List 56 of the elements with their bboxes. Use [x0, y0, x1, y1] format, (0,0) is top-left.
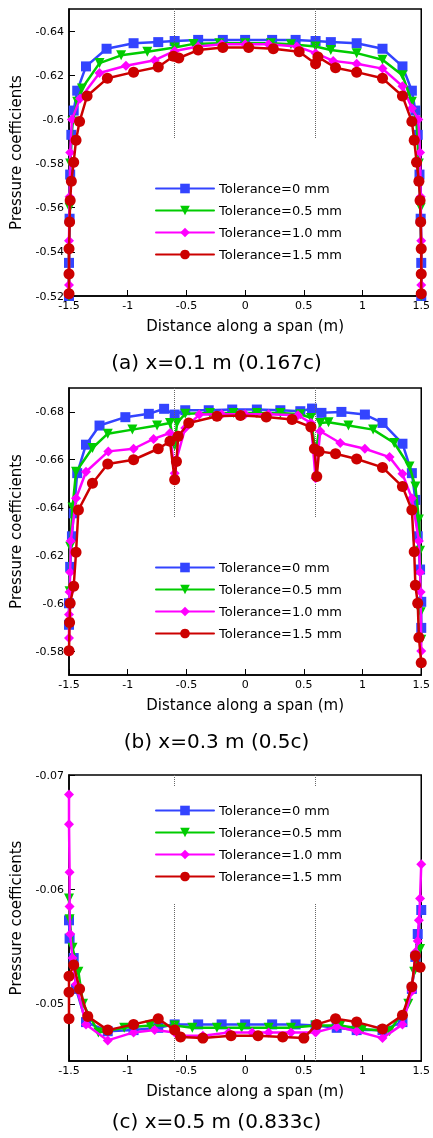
y-tick-label: -0.58: [35, 644, 64, 658]
y-axis-title: Pressure coefficients: [6, 840, 25, 996]
y-axis-title: Pressure coefficients: [6, 453, 25, 609]
x-tick-label: 1.5: [412, 1064, 430, 1077]
x-tick-label: 0.5: [295, 1064, 313, 1077]
x-tick-label: 0.5: [295, 678, 313, 691]
x-tick-label: -1.5: [58, 678, 80, 691]
x-axis-title: Distance along a span (m): [146, 1081, 345, 1100]
x-axis-title: Distance along a span (m): [146, 695, 345, 714]
legend-label: Tolerance=1.5 mm: [218, 247, 343, 262]
legend-label: Tolerance=1.0 mm: [218, 604, 343, 619]
legend-label: Tolerance=0 mm: [218, 181, 330, 196]
legend-label: Tolerance=0.5 mm: [218, 825, 343, 840]
x-tick-label: 0: [241, 678, 249, 691]
x-tick-label: 0: [241, 1064, 249, 1077]
y-tick-label: -0.06: [35, 882, 64, 896]
legend-label: Tolerance=1.5 mm: [218, 626, 343, 641]
x-tick-label: -1: [122, 678, 134, 691]
x-tick-label: 1.5: [412, 299, 430, 312]
y-tick-label: -0.64: [35, 24, 64, 38]
x-tick-label: 0.5: [295, 299, 313, 312]
legend-label: Tolerance=1.0 mm: [218, 225, 343, 240]
x-tick-label: 1: [359, 299, 367, 312]
y-tick-label: -0.6: [42, 596, 64, 610]
x-tick-label: -0.5: [175, 299, 198, 312]
text: (a) x=0.1 m (0.167c): [111, 350, 322, 374]
legend-label: Tolerance=0 mm: [218, 803, 330, 818]
legend-label: Tolerance=1.5 mm: [218, 869, 343, 884]
text: (b) x=0.3 m (0.5c): [123, 729, 310, 753]
legend-label: Tolerance=0 mm: [218, 560, 330, 575]
x-tick-label: 1: [359, 1064, 367, 1077]
y-axis-title: Pressure coefficients: [6, 74, 25, 230]
y-tick-label: -0.62: [35, 548, 64, 562]
x-tick-label: -1: [122, 299, 134, 312]
x-axis-title: Distance along a span (m): [146, 316, 345, 335]
y-tick-label: -0.62: [35, 68, 64, 82]
text: (c) x=0.5 m (0.833c): [111, 1109, 322, 1133]
x-tick-label: 0: [241, 299, 249, 312]
y-tick-label: -0.68: [35, 405, 64, 419]
legend-label: Tolerance=0.5 mm: [218, 582, 343, 597]
y-tick-label: -0.05: [35, 997, 64, 1011]
x-tick-label: 1.5: [412, 678, 430, 691]
x-tick-label: -0.5: [175, 1064, 198, 1077]
x-tick-label: 1: [359, 678, 367, 691]
x-tick-label: -0.5: [175, 678, 198, 691]
y-tick-label: -0.56: [35, 201, 64, 215]
legend-label: Tolerance=0.5 mm: [218, 203, 343, 218]
x-tick-label: -1: [122, 1064, 134, 1077]
legend-label: Tolerance=1.0 mm: [218, 847, 343, 862]
x-tick-label: -1.5: [58, 1064, 80, 1077]
y-tick-label: -0.54: [35, 245, 64, 259]
y-tick-label: -0.07: [35, 768, 64, 782]
y-tick-label: -0.64: [35, 501, 64, 515]
y-tick-label: -0.6: [42, 112, 64, 126]
y-tick-label: -0.66: [35, 453, 64, 467]
y-tick-label: -0.58: [35, 157, 64, 171]
